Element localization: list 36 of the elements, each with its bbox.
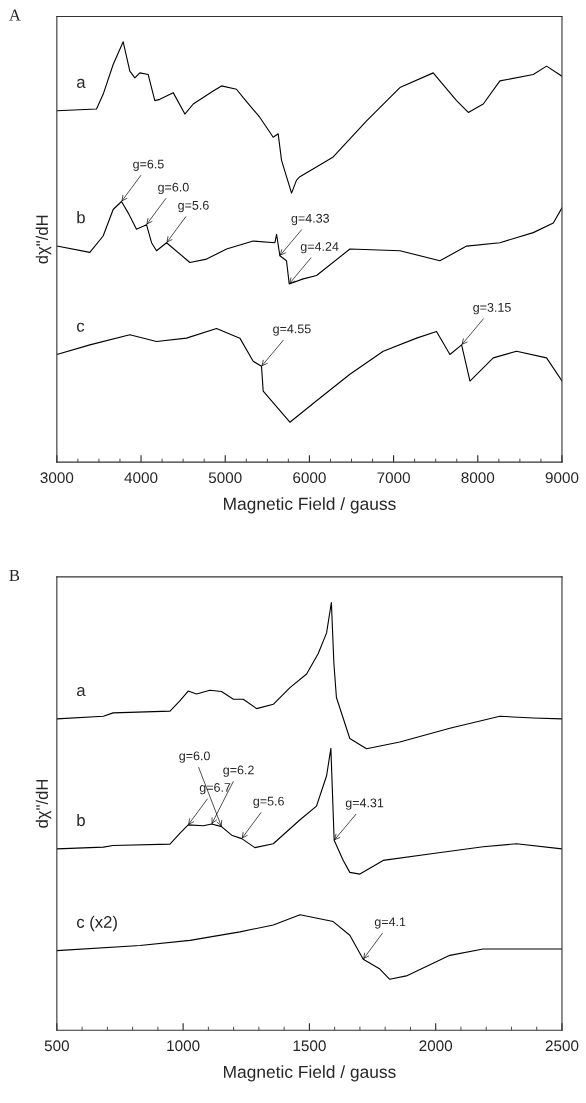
annotation: g=4.33 — [291, 213, 329, 226]
annotation: g=3.15 — [473, 302, 511, 315]
annotation: g=4.1 — [374, 917, 406, 929]
series-label: c (x2) — [76, 915, 117, 932]
annotation: g=4.55 — [273, 324, 311, 336]
annotation: g=5.6 — [178, 200, 209, 213]
annotation: g=4.31 — [345, 798, 384, 810]
x-tick-label: 4000 — [124, 472, 158, 484]
annotation: g=6.5 — [133, 159, 164, 171]
y-axis-title: dχ"/dH — [35, 779, 52, 828]
chart-title: B — [9, 569, 20, 581]
x-axis-title: Magnetic Field / gauss — [223, 1065, 396, 1082]
x-tick-label: 9000 — [545, 472, 579, 484]
y-axis-title: dχ"/dH — [35, 215, 52, 264]
annotation: g=6.0 — [179, 751, 210, 763]
series-label: a — [76, 78, 86, 88]
x-tick-label: 6000 — [293, 472, 326, 484]
series-label: b — [77, 211, 85, 224]
series-label: c — [76, 322, 85, 332]
x-tick-label: 500 — [44, 1040, 69, 1052]
series-label: b — [77, 813, 85, 827]
annotation: g=6.2 — [223, 765, 254, 777]
annotation: g=6.0 — [158, 182, 189, 195]
x-tick-label: 3000 — [40, 472, 74, 484]
x-tick-label: 8000 — [461, 472, 495, 484]
x-axis-title: Magnetic Field / gauss — [223, 497, 396, 514]
x-tick-label: 1500 — [293, 1040, 326, 1052]
chart-title: A — [9, 9, 21, 21]
series-label: a — [76, 686, 86, 697]
x-tick-label: 7000 — [377, 472, 410, 484]
x-tick-label: 1000 — [167, 1040, 200, 1052]
x-tick-label: 2000 — [419, 1040, 453, 1052]
x-tick-label: 5000 — [208, 472, 242, 484]
annotation: g=4.24 — [300, 242, 339, 254]
x-tick-label: 2500 — [545, 1040, 579, 1052]
annotation: g=5.6 — [253, 796, 284, 809]
